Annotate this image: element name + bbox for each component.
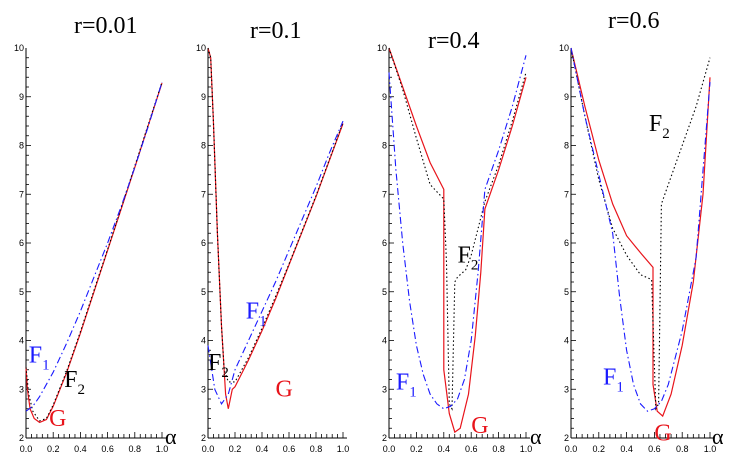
x-tick-label: 0.4: [438, 444, 451, 454]
curve-label-g: G: [654, 420, 671, 446]
x-tick-label: 1.0: [156, 444, 169, 454]
series-line-f1: [25, 81, 163, 412]
y-tick-label: 3: [382, 384, 387, 394]
series-line-f1: [388, 55, 527, 410]
curve-label-f2: F2: [64, 367, 85, 398]
chart-panel-3: r=0.4 2 3 4 5 6 7 8 9 10 0.0 0.2 0.4 0.6 0.8 1.0α F2 F1 G: [377, 28, 542, 454]
x-tick-label: 0.8: [676, 444, 689, 454]
y-tick-label: 5: [19, 287, 24, 297]
curve-label-f2: F2: [208, 350, 229, 381]
y-tick-label: 7: [19, 189, 24, 199]
series-line-g: [388, 47, 527, 434]
x-tick-label: 1.0: [337, 444, 350, 454]
series-line-f2: [388, 47, 527, 411]
y-tick-label: 4: [382, 336, 387, 346]
y-tick-label: 5: [382, 287, 387, 297]
x-axis-label: α: [165, 424, 177, 449]
curve-label-f2: F2: [458, 243, 479, 274]
panel-title: r=0.01: [74, 13, 138, 39]
x-tick-label: 0.0: [20, 444, 33, 454]
panel-title: r=0.6: [608, 8, 660, 34]
series-line-g: [207, 47, 344, 409]
curve-label-f1: F1: [396, 369, 417, 400]
y-tick-label: 6: [201, 238, 206, 248]
y-tick-label: 6: [382, 238, 387, 248]
y-tick-label: 3: [19, 384, 24, 394]
chart-panel-4: r=0.6 2 3 4 5 6 7 8 9 10 0.0 0.2 0.4 0.6 0.8 1.0α F2 F1 G: [559, 8, 724, 454]
panel-title: r=0.1: [250, 18, 302, 44]
x-tick-label: 0.6: [283, 444, 296, 454]
x-tick-label: 0.2: [47, 444, 60, 454]
curve-label-f1: F1: [29, 342, 50, 373]
y-tick-label: 2: [201, 433, 206, 443]
y-tick-label: 8: [382, 141, 387, 151]
curve-label-f1: F1: [603, 364, 624, 395]
x-axis-label: α: [530, 424, 542, 449]
y-tick-label: 7: [564, 189, 569, 199]
y-tick-label: 8: [201, 141, 206, 151]
y-tick-label: 8: [19, 141, 24, 151]
series-line-f2: [25, 81, 163, 422]
y-tick-label: 4: [201, 336, 206, 346]
y-tick-label: 10: [196, 43, 206, 53]
x-tick-label: 0.6: [648, 444, 661, 454]
y-tick-label: 6: [19, 238, 24, 248]
x-tick-label: 0.6: [101, 444, 114, 454]
x-tick-label: 0.4: [620, 444, 633, 454]
x-tick-label: 0.8: [492, 444, 505, 454]
series-line-f1: [570, 47, 711, 412]
curve-label-g: G: [49, 406, 66, 432]
x-tick-label: 0.0: [565, 444, 578, 454]
y-tick-label: 7: [201, 189, 206, 199]
x-tick-label: 1.0: [520, 444, 533, 454]
chart-panel-2: r=0.1 2 3 4 5 6 7 8 9 10 0.0 0.2 0.4 0.6 0.8 1.0 F1 F2 G: [196, 18, 349, 454]
series-line-f1: [207, 120, 344, 406]
x-tick-label: 0.0: [202, 444, 215, 454]
y-tick-label: 9: [564, 92, 569, 102]
x-axis-label: α: [712, 424, 724, 449]
y-tick-label: 5: [564, 287, 569, 297]
x-tick-label: 0.4: [74, 444, 87, 454]
panel-title: r=0.4: [428, 28, 480, 54]
x-tick-label: 0.4: [256, 444, 269, 454]
x-tick-label: 0.8: [129, 444, 142, 454]
y-tick-label: 4: [564, 336, 569, 346]
x-tick-label: 0.2: [593, 444, 606, 454]
curve-label-f2: F2: [649, 111, 670, 142]
y-tick-label: 6: [564, 238, 569, 248]
x-tick-label: 0.8: [310, 444, 323, 454]
series-line-g: [25, 82, 163, 424]
y-tick-label: 3: [201, 384, 206, 394]
x-tick-label: 0.2: [229, 444, 242, 454]
curve-label-g: G: [276, 377, 293, 403]
y-tick-label: 2: [382, 433, 387, 443]
y-tick-label: 10: [377, 43, 387, 53]
chart-panel-1: r=0.01 2 3 4 5 6 7 8 9 10 0.0 0.2 0.4 0.6 0.8 1.0α F1 F2 G: [14, 13, 177, 454]
y-tick-label: 4: [19, 336, 24, 346]
curve-label-f1: F1: [246, 299, 267, 330]
x-tick-label: 0.2: [410, 444, 423, 454]
y-tick-label: 2: [564, 433, 569, 443]
y-tick-label: 9: [382, 92, 387, 102]
curve-label-g: G: [471, 413, 488, 439]
y-tick-label: 5: [201, 287, 206, 297]
y-tick-label: 10: [559, 43, 569, 53]
y-tick-label: 9: [201, 92, 206, 102]
x-tick-label: 0.6: [465, 444, 478, 454]
y-tick-label: 2: [19, 433, 24, 443]
series-line-g: [570, 47, 711, 418]
y-tick-label: 8: [564, 141, 569, 151]
x-tick-label: 0.0: [383, 444, 396, 454]
y-tick-label: 7: [382, 189, 387, 199]
x-tick-label: 1.0: [704, 444, 717, 454]
series-line-f2: [207, 47, 344, 383]
y-tick-label: 9: [19, 92, 24, 102]
y-tick-label: 3: [564, 384, 569, 394]
y-tick-label: 10: [14, 43, 24, 53]
series-line-f2: [570, 47, 711, 411]
